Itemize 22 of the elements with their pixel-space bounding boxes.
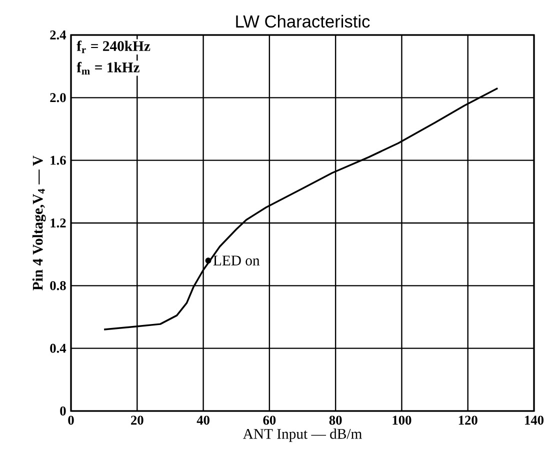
annotation: LED on: [213, 256, 260, 266]
y-tick-label: 1.6: [50, 156, 66, 165]
x-tick-label: 100: [392, 416, 412, 425]
x-axis-title: ANT Input — dB/m: [242, 428, 362, 442]
annotation: f$_{m}$ = 1kHz: [76, 62, 140, 74]
x-tick-label: 40: [196, 416, 210, 425]
y-tick-label: 0.4: [50, 344, 66, 353]
x-tick-label: 0: [68, 416, 74, 425]
y-tick-label: 0.8: [50, 281, 66, 290]
annotation: f$_{r}$ = 240kHz: [76, 40, 150, 54]
y-tick-label: 2.0: [50, 93, 66, 102]
y-axis-title: Pin 4 Voltage,V$_{4}$ — V: [32, 156, 46, 290]
x-tick-label: 80: [329, 416, 342, 425]
x-tick-label: 140: [525, 416, 544, 425]
x-tick-label: 120: [458, 416, 478, 425]
line-series: [103, 87, 498, 330]
y-tick-label: 0: [60, 406, 66, 416]
x-tick-label: 20: [131, 416, 144, 425]
chart-title: LW Characteristic: [236, 14, 370, 28]
y-tick-label: 2.4: [50, 30, 66, 40]
x-tick-label: 60: [263, 416, 276, 425]
y-tick-label: 1.2: [50, 218, 66, 228]
